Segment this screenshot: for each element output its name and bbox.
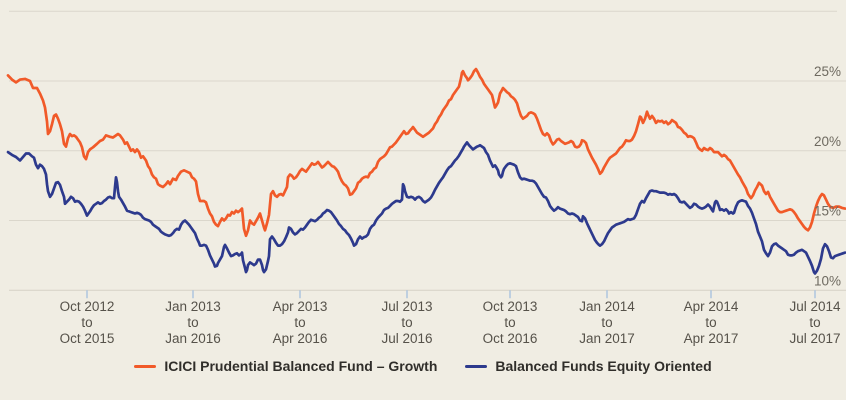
x-axis-label: Oct 2012 [60, 299, 115, 314]
x-axis-label: to [809, 315, 820, 330]
x-axis-label: Jul 2014 [789, 299, 841, 314]
x-axis-label: Jan 2016 [165, 331, 221, 346]
x-axis-label: Jul 2017 [789, 331, 840, 346]
y-axis-label: 25% [814, 64, 841, 79]
legend-item-balanced-funds[interactable]: Balanced Funds Equity Oriented [465, 358, 712, 374]
x-axis-label: Apr 2016 [273, 331, 328, 346]
legend-swatch-navy-line-icon [465, 364, 488, 368]
y-axis-label: 20% [814, 134, 841, 149]
x-axis-label: Jan 2013 [165, 299, 221, 314]
x-axis-label: Apr 2013 [273, 299, 328, 314]
x-axis-label: Jul 2013 [381, 299, 432, 314]
x-axis-label: to [401, 315, 412, 330]
x-axis-label: to [187, 315, 198, 330]
x-axis-label: Oct 2015 [60, 331, 115, 346]
legend: ICICI Prudential Balanced Fund – Growth … [0, 358, 846, 374]
legend-item-icici-fund[interactable]: ICICI Prudential Balanced Fund – Growth [134, 358, 437, 374]
series-line-balanced-funds-equity-oriented[interactable] [6, 141, 846, 275]
legend-swatch-orange-line-icon [134, 364, 157, 368]
x-axis-label: to [601, 315, 612, 330]
x-axis-label: to [294, 315, 305, 330]
legend-label-balanced-funds: Balanced Funds Equity Oriented [495, 358, 712, 374]
series-line-icici-prudential-balanced-fund-growth[interactable] [6, 67, 846, 238]
x-axis-label: Apr 2014 [684, 299, 739, 314]
x-axis-label: Oct 2016 [483, 331, 538, 346]
x-axis-label: Jan 2014 [579, 299, 635, 314]
x-axis-label: to [81, 315, 92, 330]
x-axis-label: to [705, 315, 716, 330]
y-axis-label: 10% [814, 273, 841, 288]
x-axis-label: to [504, 315, 515, 330]
x-axis-label: Jul 2016 [381, 331, 432, 346]
x-axis-label: Jan 2017 [579, 331, 635, 346]
x-axis-label: Apr 2017 [684, 331, 739, 346]
legend-label-icici-fund: ICICI Prudential Balanced Fund – Growth [164, 358, 438, 374]
x-axis-label: Oct 2013 [483, 299, 538, 314]
y-axis-label: 15% [814, 204, 841, 219]
